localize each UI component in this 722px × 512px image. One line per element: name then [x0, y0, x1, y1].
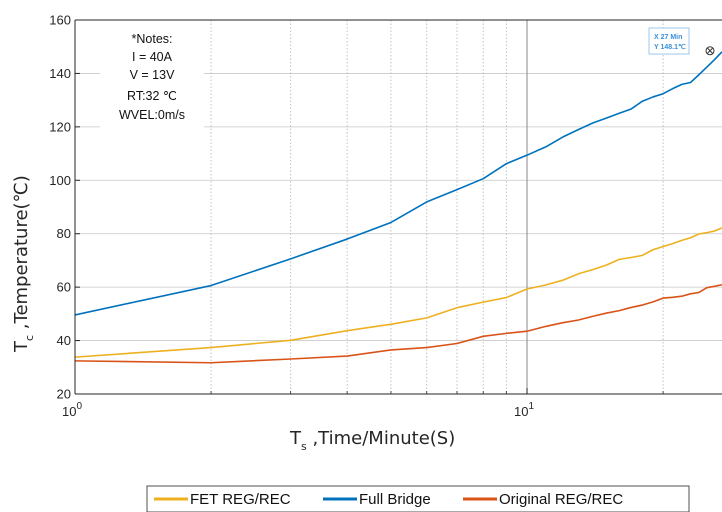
y-axis-title-main: T: [11, 340, 32, 353]
notes-line: RT:32 ℃: [127, 89, 177, 103]
y-axis-title-rest: ,Temperature(℃): [11, 175, 32, 335]
legend-label-full-bridge: Full Bridge: [359, 491, 431, 508]
notes-box: *Notes: I = 40A V = 13V RT:32 ℃ WVEL:0m/…: [100, 27, 204, 131]
data-tip[interactable]: X 27 Min Y 148.1℃: [648, 27, 715, 56]
y-axis-title: Tc ,Temperature(℃): [11, 175, 36, 353]
series-line-2: [74, 283, 722, 364]
legend-box: [146, 485, 690, 512]
tick-layer: 20 40 60 80 100 120 140 160 100 101: [49, 13, 664, 419]
x-axis-title-main: T: [289, 428, 302, 449]
x-axis-title-rest: ,Time/Minute(S): [307, 428, 456, 449]
notes-line: I = 40A: [132, 50, 173, 64]
x-tick-label: 101: [514, 401, 534, 419]
series-line-0: [74, 227, 722, 358]
y-axis-title-sub: c: [23, 335, 36, 341]
legend: FET REG/REC Full Bridge Original REG/REC: [146, 485, 690, 512]
data-tip-box: [648, 27, 690, 55]
x-tick-label: 100: [62, 401, 82, 419]
y-tick-label: 60: [57, 280, 71, 295]
x-axis-title-sub: s: [301, 440, 307, 453]
data-tip-x-label: X 27 Min: [654, 34, 682, 41]
y-tick-label: 160: [49, 13, 71, 28]
series-layer: [74, 51, 722, 364]
legend-label-fet: FET REG/REC: [190, 491, 291, 508]
y-tick-label: 140: [49, 66, 71, 81]
notes-line: WVEL:0m/s: [119, 108, 185, 122]
y-tick-label: 80: [57, 226, 71, 241]
notes-background: [100, 27, 204, 131]
y-tick-label: 20: [57, 387, 71, 402]
y-tick-label: 40: [57, 333, 71, 348]
notes-line: *Notes:: [132, 32, 173, 46]
y-tick-label: 120: [49, 119, 71, 134]
series-line-1: [74, 51, 722, 316]
data-tip-marker-cross: [707, 47, 713, 54]
data-tip-y-label: Y 148.1℃: [654, 43, 686, 51]
legend-label-original: Original REG/REC: [499, 491, 623, 508]
y-tick-label: 100: [49, 173, 71, 188]
x-axis-title: Ts ,Time/Minute(S): [289, 428, 455, 453]
notes-line: V = 13V: [130, 68, 175, 82]
